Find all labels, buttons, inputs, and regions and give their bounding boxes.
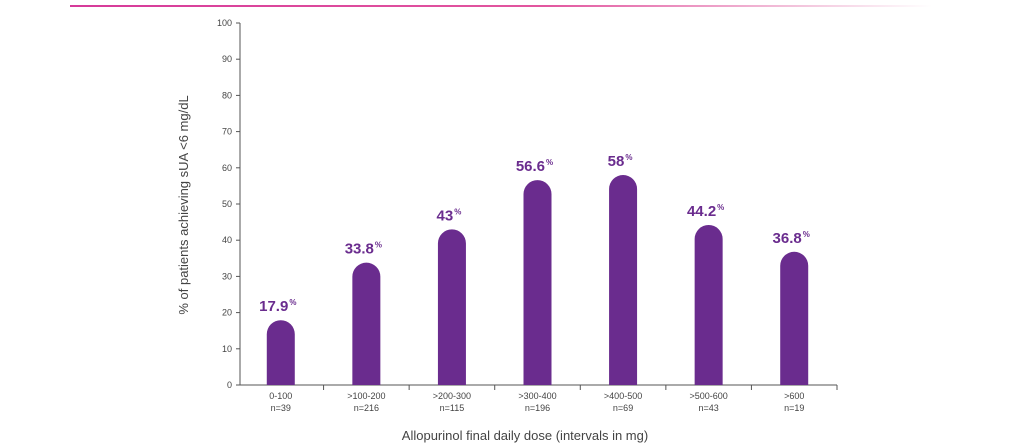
top-accent-rule — [70, 5, 932, 7]
bar — [780, 251, 809, 385]
x-tick-sample-size: n=39 — [271, 403, 291, 413]
bar — [352, 262, 381, 385]
x-tick-label: >100-200 — [347, 391, 385, 401]
data-label: 58% — [608, 153, 633, 170]
x-tick-sample-size: n=19 — [784, 403, 804, 413]
data-labels: 17.9% 33.8% 43% 56.6% 58% 44.2% 36.8% — [259, 153, 810, 315]
x-tick-label: 0-100 — [269, 391, 292, 401]
y-tick-label: 70 — [222, 127, 232, 137]
bar — [266, 320, 295, 385]
bar — [609, 175, 638, 385]
bar — [523, 180, 552, 385]
y-tick-label: 30 — [222, 271, 232, 281]
data-label: 43% — [437, 207, 462, 224]
y-tick-label: 90 — [222, 54, 232, 64]
x-tick-sample-size: n=196 — [525, 403, 550, 413]
y-tick-label: 60 — [222, 163, 232, 173]
x-axis-title: Allopurinol final daily dose (intervals … — [402, 428, 648, 443]
y-tick-label: 10 — [222, 344, 232, 354]
y-tick-label: 40 — [222, 235, 232, 245]
y-tick-label: 80 — [222, 90, 232, 100]
x-axis: 0-100 n=39 >100-200 n=216 >200-300 n=115 >300-… — [238, 384, 838, 413]
x-tick-label: >200-300 — [433, 391, 471, 401]
x-tick-sample-size: n=43 — [699, 403, 719, 413]
y-tick-label: 100 — [217, 18, 232, 28]
data-label: 33.8% — [345, 241, 382, 258]
x-tick-label: >400-500 — [604, 391, 642, 401]
x-tick-sample-size: n=115 — [440, 403, 465, 413]
x-tick-sample-size: n=69 — [613, 403, 633, 413]
data-label: 56.6% — [516, 158, 553, 175]
x-tick-label: >300-400 — [518, 391, 556, 401]
bars — [266, 175, 809, 385]
x-tick-label: >600 — [784, 391, 804, 401]
data-label: 17.9% — [259, 298, 296, 315]
y-tick-label: 20 — [222, 308, 232, 318]
x-tick-label: >500-600 — [689, 391, 727, 401]
y-axis: 0 10 20 30 40 50 60 70 80 90 100 — [217, 18, 241, 390]
data-label: 44.2% — [687, 203, 724, 220]
y-tick-label: 0 — [227, 380, 232, 390]
bar — [694, 224, 723, 385]
data-label: 36.8% — [773, 230, 810, 247]
y-axis-title: % of patients achieving sUA <6 mg/dL — [176, 95, 191, 314]
bar — [437, 229, 466, 385]
y-tick-label: 50 — [222, 199, 232, 209]
x-tick-sample-size: n=216 — [354, 403, 379, 413]
